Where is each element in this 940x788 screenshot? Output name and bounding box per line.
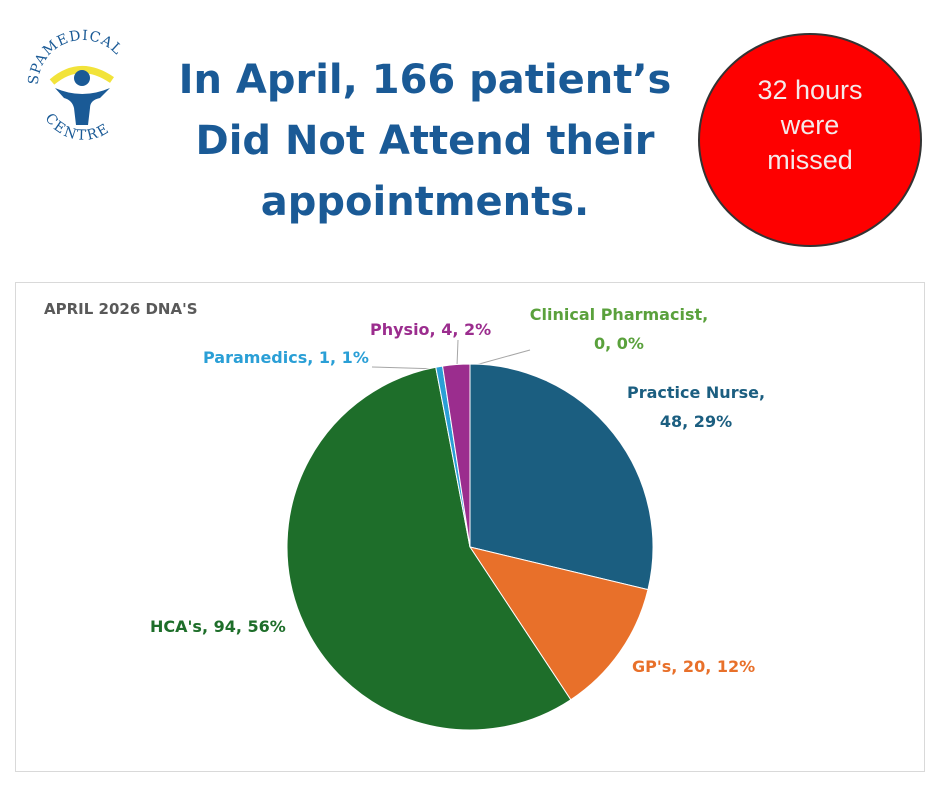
pie-slice — [286, 366, 572, 731]
badge: 32 hours were missed — [698, 33, 922, 247]
pie-slice — [469, 363, 654, 591]
leader-line — [471, 349, 531, 367]
pie-slice — [468, 546, 649, 701]
data-label: GP's, 20, 12% — [632, 657, 756, 676]
chart-frame — [15, 282, 925, 772]
leader-line — [456, 339, 459, 367]
data-label: Physio, 4, 2% — [370, 320, 492, 339]
data-label: Paramedics, 1, 1% — [203, 348, 369, 367]
data-label: HCA's, 94, 56% — [150, 617, 286, 636]
data-label: Practice Nurse, 48, 29% — [626, 383, 766, 431]
logo-arc — [49, 66, 114, 85]
pie — [286, 363, 654, 731]
headline: In April, 166 patient’s Did Not Attend t… — [178, 57, 672, 225]
logo-head — [74, 70, 90, 86]
badge-text: 32 hours were missed — [757, 74, 863, 175]
logo-body — [55, 88, 110, 125]
data-label: Clinical Pharmacist, 0, 0% — [529, 305, 709, 353]
logo: SPAMEDICAL CENTRE — [26, 28, 125, 144]
chart-title: APRIL 2026 DNA'S — [44, 300, 198, 318]
